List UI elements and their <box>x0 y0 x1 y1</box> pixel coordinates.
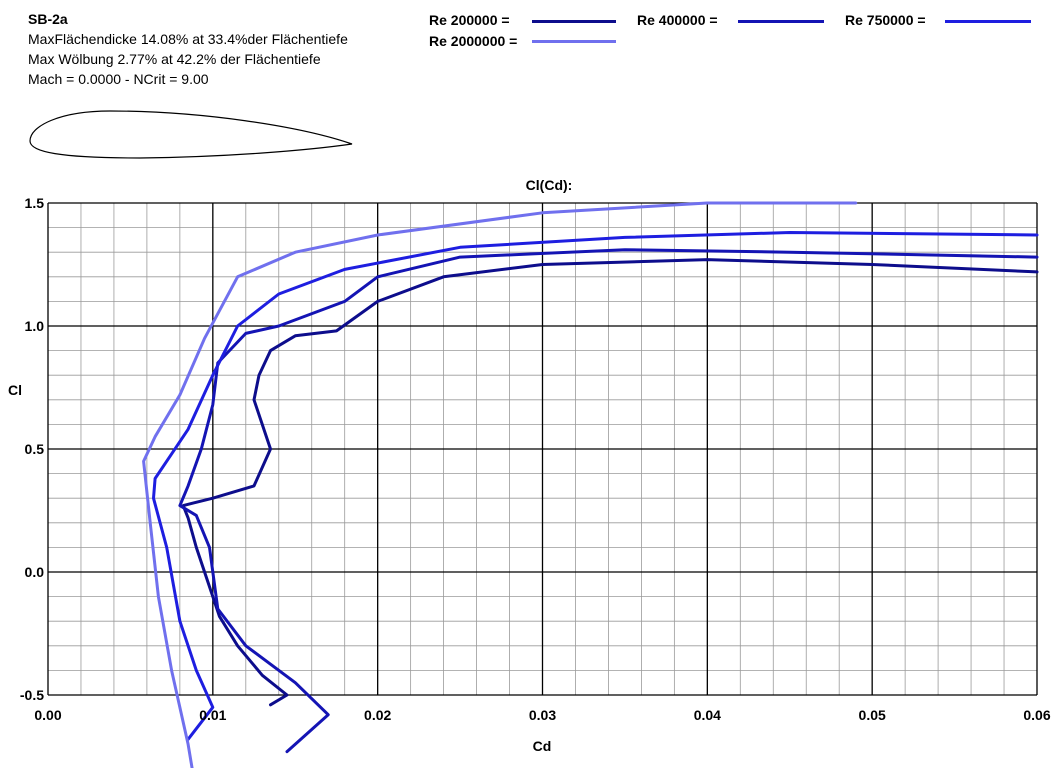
y-axis-label: Cl <box>8 382 22 398</box>
mach-ncrit-text: Mach = 0.0000 - NCrit = 9.00 <box>28 71 209 87</box>
legend-line-re400000 <box>738 20 824 23</box>
x-axis-label: Cd <box>533 738 552 754</box>
y-tick-label: 0.0 <box>25 564 45 580</box>
max-thickness-text: MaxFlächendicke 14.08% at 33.4%der Fläch… <box>28 31 348 47</box>
x-tick-label: 0.04 <box>694 707 721 723</box>
legend-label-re2000000: Re 2000000 = <box>429 33 518 49</box>
x-tick-label: 0.00 <box>34 707 61 723</box>
series-line-3 <box>142 201 858 768</box>
x-tick-label: 0.06 <box>1023 707 1050 723</box>
airfoil-shape <box>29 110 353 159</box>
legend-label-re750000: Re 750000 = <box>845 12 926 28</box>
series-line-2 <box>152 231 1039 741</box>
x-tick-label: 0.03 <box>529 707 556 723</box>
x-tick-label: 0.02 <box>364 707 391 723</box>
y-tick-label: 0.5 <box>25 441 45 457</box>
tick-labels: 0.00 0.01 0.02 0.03 0.04 0.05 0.06 -0.5 0.0 0.5 1.… <box>20 195 1051 723</box>
series-line-0 <box>181 258 1039 707</box>
y-tick-label: 1.5 <box>25 195 45 211</box>
x-tick-label: 0.05 <box>859 707 886 723</box>
legend-label-re200000: Re 200000 = <box>429 12 510 28</box>
y-tick-label: 1.0 <box>25 318 45 334</box>
legend-line-re200000 <box>532 20 616 23</box>
series-line-1 <box>178 248 1039 754</box>
airfoil-name: SB-2a <box>28 11 68 27</box>
y-tick-label: -0.5 <box>20 687 44 703</box>
legend-line-re2000000 <box>532 40 616 43</box>
legend-label-re400000: Re 400000 = <box>637 12 718 28</box>
x-tick-label: 0.01 <box>199 707 226 723</box>
series-group <box>142 201 1039 768</box>
legend-line-re750000 <box>945 20 1031 23</box>
chart-title: Cl(Cd): <box>526 177 573 193</box>
max-camber-text: Max Wölbung 2.77% at 42.2% der Flächenti… <box>28 51 321 67</box>
airfoil-info: SB-2a MaxFlächendicke 14.08% at 33.4%der… <box>28 9 348 89</box>
